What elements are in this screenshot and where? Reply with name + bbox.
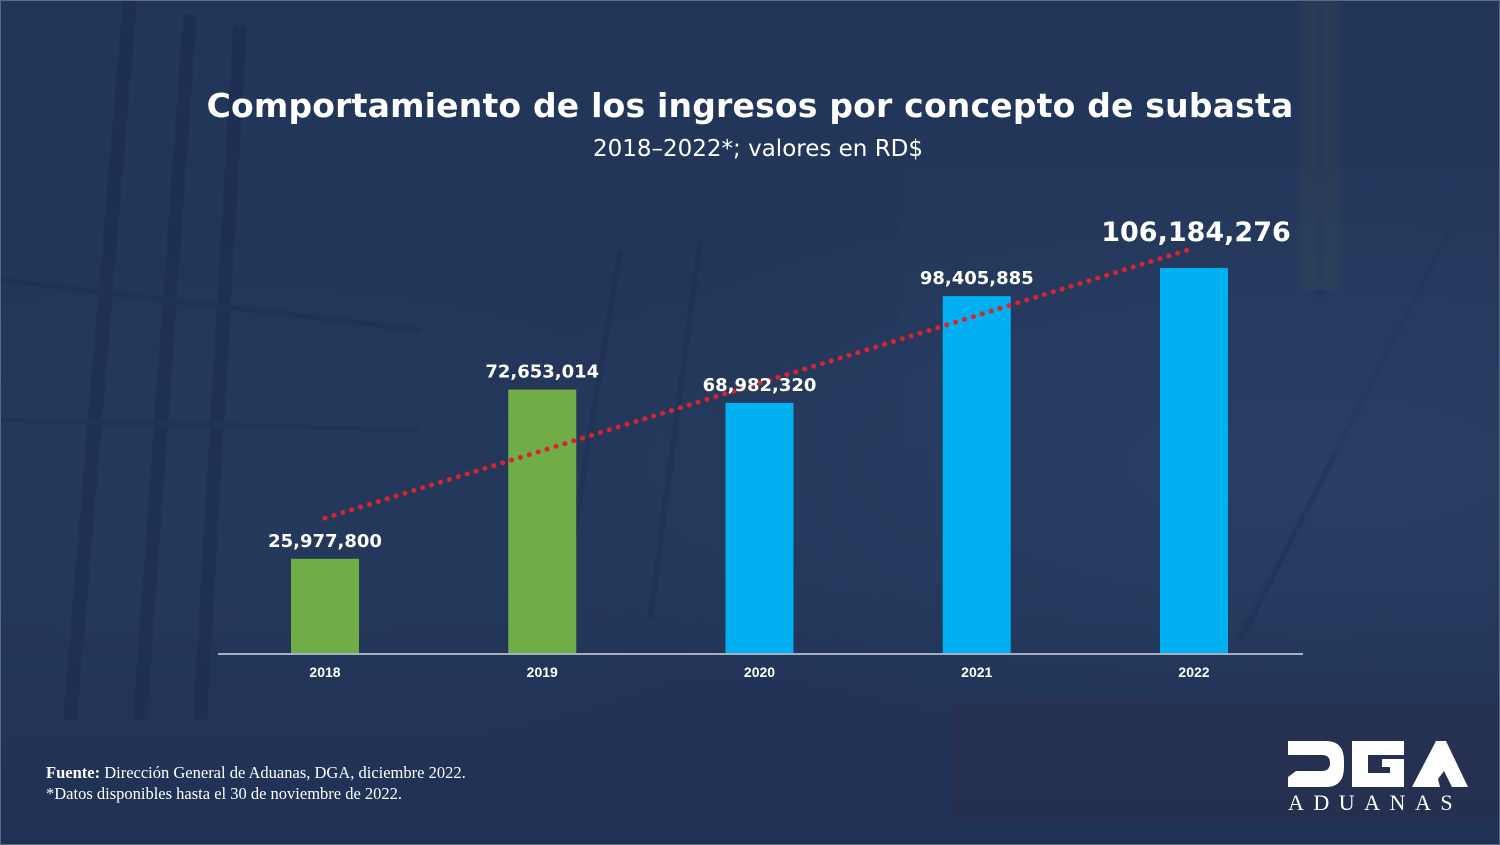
- ship-hull-shadow: [950, 700, 1500, 820]
- source-text: Dirección General de Aduanas, DGA, dicie…: [100, 763, 466, 782]
- source-label: Fuente:: [46, 763, 101, 782]
- bar-2020: [725, 402, 794, 653]
- value-label-2019: 72,653,014: [485, 362, 599, 383]
- x-tick-2021: 2021: [961, 664, 992, 680]
- footnote: Fuente: Dirección General de Aduanas, DG…: [46, 762, 466, 804]
- x-tick-2019: 2019: [527, 664, 558, 680]
- value-label-2018: 25,977,800: [268, 531, 382, 552]
- logo-text: ADUANAS: [1288, 790, 1463, 815]
- chart-title: Comportamiento de los ingresos por conce…: [206, 86, 1294, 125]
- x-tick-2022: 2022: [1178, 664, 1209, 680]
- value-label-2020: 68,982,320: [703, 375, 817, 396]
- x-tick-2018: 2018: [309, 664, 340, 680]
- bar-2019: [508, 389, 577, 653]
- chart-subtitle: 2018–2022*; valores en RD$: [592, 136, 924, 162]
- trendline: [322, 245, 1197, 521]
- bar-2021: [942, 296, 1011, 653]
- bar-2022: [1160, 267, 1228, 653]
- value-label-2021: 98,405,885: [920, 268, 1034, 289]
- bar-2018: [291, 558, 359, 653]
- value-label-2022: 106,184,276: [1101, 217, 1291, 248]
- data-note: *Datos disponibles hasta el 30 de noviem…: [46, 784, 403, 803]
- x-tick-2020: 2020: [744, 664, 775, 680]
- source-line: Fuente: Dirección General de Aduanas, DG…: [46, 762, 466, 783]
- dga-logo-icon: [1288, 741, 1468, 787]
